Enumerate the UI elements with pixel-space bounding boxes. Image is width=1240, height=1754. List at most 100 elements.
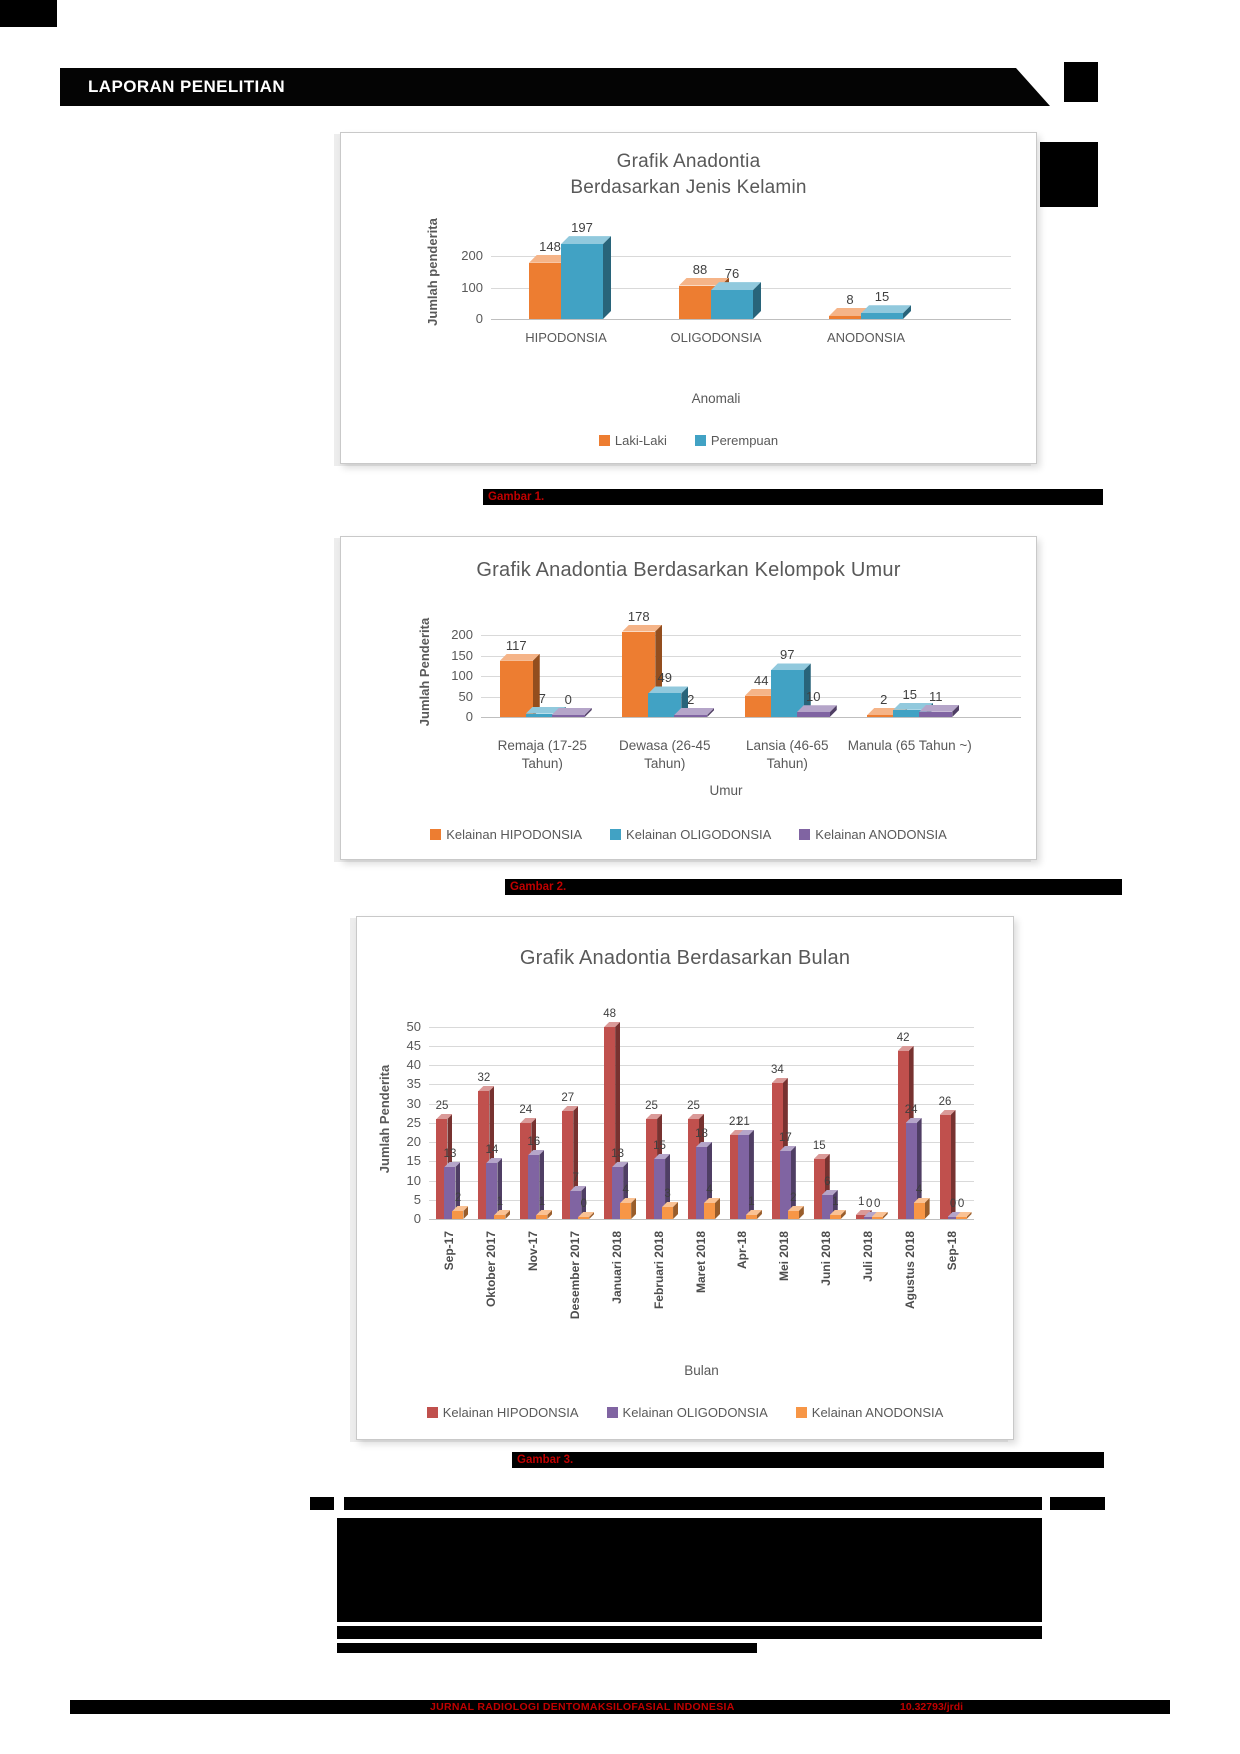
bar-value-label: 11: [929, 688, 943, 704]
bar-value-label: 76: [724, 266, 740, 282]
category-label: Juli 2018: [861, 1231, 876, 1282]
redacted-block-right-margin: [1040, 142, 1098, 207]
bar-value-label: 4: [622, 1183, 629, 1196]
bar: [829, 1215, 841, 1219]
bar: [867, 715, 901, 717]
gridline: [429, 1065, 974, 1067]
bar-value-label: 17: [778, 1131, 792, 1144]
bar-value-label: 7: [572, 1171, 579, 1184]
gridline: [429, 1084, 974, 1086]
legend-label: Laki-Laki: [614, 433, 667, 448]
bar: [787, 1211, 799, 1219]
bar-value-label: 15: [653, 1139, 666, 1152]
bar: [436, 1119, 448, 1219]
bar-value-label: 15: [874, 289, 890, 305]
bar: [478, 1091, 490, 1219]
bar: [528, 1155, 540, 1219]
bar-value-label: 88: [692, 261, 708, 277]
y-tick-label: 50: [406, 1018, 421, 1034]
bar: [452, 1211, 464, 1219]
category-label: Lansia (46-65 Tahun): [745, 738, 829, 771]
bar-value-label: 24: [904, 1103, 918, 1116]
bar: [536, 1215, 548, 1219]
figure-caption-2-label: Gambar 2.: [510, 881, 567, 893]
legend-item: Kelainan ANODONSIA: [799, 827, 947, 842]
legend-swatch: [795, 1407, 807, 1418]
category-label: OLIGODONSIA: [670, 330, 762, 345]
bar: [444, 1167, 456, 1219]
category-label: Agustus 2018: [903, 1231, 918, 1310]
category-label: Apr-18: [735, 1231, 750, 1270]
bar-value-label: 24: [519, 1103, 533, 1116]
y-tick-label: 200: [461, 248, 483, 264]
category-label: Maret 2018: [693, 1231, 708, 1294]
bar-value-label: 197: [571, 220, 593, 236]
bar: [779, 1151, 791, 1219]
legend-swatch: [799, 829, 811, 840]
bar: [646, 1119, 658, 1219]
legend-swatch: [430, 829, 442, 840]
bar-value-label: 4: [915, 1183, 923, 1196]
bar-value-label: 32: [477, 1071, 491, 1084]
bar-value-label: 6: [824, 1175, 831, 1188]
gridline: [491, 256, 1011, 258]
legend-label: Kelainan OLIGODONSIA: [622, 1405, 768, 1420]
category-label: Sep-17: [441, 1231, 456, 1271]
y-tick-label: 0: [475, 311, 483, 326]
category-label: ANODONSIA: [826, 330, 905, 345]
bar: [871, 1217, 883, 1219]
y-tick-label: 150: [451, 647, 473, 663]
legend-swatch: [606, 1407, 618, 1418]
bar: [486, 1163, 498, 1219]
chart-title: Grafik Anadontia Berdasarkan Jenis Kelam…: [570, 151, 807, 198]
bar: [570, 1191, 582, 1219]
bar-value-label: 0: [957, 1197, 965, 1210]
y-tick-label: 100: [451, 668, 473, 684]
bar: [770, 670, 804, 717]
bar-value-label: 16: [527, 1135, 541, 1148]
bar-value-label: 1: [538, 1195, 545, 1208]
bar-value-label: 10: [806, 689, 821, 705]
bar-value-label: 2: [687, 692, 695, 707]
legend-item: Kelainan OLIGODONSIA: [606, 1405, 768, 1420]
header-title: LAPORAN PENELITIAN: [88, 77, 286, 96]
bar-value-label: 2: [790, 1191, 797, 1204]
plot-area: 0 100 200 148 197 88 76 8 15: [461, 220, 1011, 326]
bar-value-label: 3: [664, 1187, 671, 1200]
bar: [905, 1123, 917, 1219]
gridline: [481, 635, 1021, 637]
bar-value-label: 21: [729, 1115, 742, 1128]
chart-kelompok-umur: Grafik Anadontia Berdasarkan Kelompok Um…: [340, 536, 1037, 860]
legend-item: Kelainan HIPODONSIA: [426, 1405, 579, 1420]
gridline: [481, 676, 1021, 678]
y-tick-label: 0: [413, 1211, 421, 1226]
footer-bar: Jurnal Radiologi Dentomaksilofasial Indo…: [70, 1700, 1170, 1714]
bar-value-label: 2: [880, 692, 888, 707]
bar-value-label: 26: [938, 1095, 952, 1108]
category-axis: Remaja (17-25 Tahun) Dewasa (26-45 Tahun)…: [481, 737, 972, 781]
legend-label: Kelainan ANODONSIA: [815, 827, 947, 842]
legend-label: Kelainan HIPODONSIA: [442, 1405, 579, 1420]
legend-swatch: [610, 829, 622, 840]
bar: [662, 1207, 674, 1219]
bar-value-label: 0: [580, 1197, 587, 1210]
bar-value-label: 18: [695, 1127, 708, 1140]
bar-value-label: 27: [561, 1091, 575, 1104]
legend: Laki-Laki Perempuan: [341, 433, 1036, 448]
figure-caption-3: Gambar 3.: [512, 1452, 1104, 1468]
bar: [947, 1217, 959, 1219]
bar: [771, 1083, 783, 1219]
chart-bulan: Grafik Anadontia Berdasarkan Bulan Jumla…: [356, 916, 1014, 1440]
footer-doi: 10.32793/jrdi: [900, 1701, 964, 1713]
bar-value-label: 4: [706, 1183, 713, 1196]
bar-value-label: 1: [832, 1195, 839, 1208]
bar: [578, 1217, 590, 1219]
bar: [855, 1215, 867, 1219]
bar: [729, 1135, 741, 1219]
gridline: [429, 1045, 974, 1047]
bar: [704, 1203, 715, 1219]
plot-area: 0 50 100 150 200 117 7 0 178 49 2 44 97 10 2 15 11: [451, 609, 1021, 724]
category-label: Mei 2018: [777, 1231, 792, 1282]
bar-value-label: 14: [485, 1143, 499, 1156]
